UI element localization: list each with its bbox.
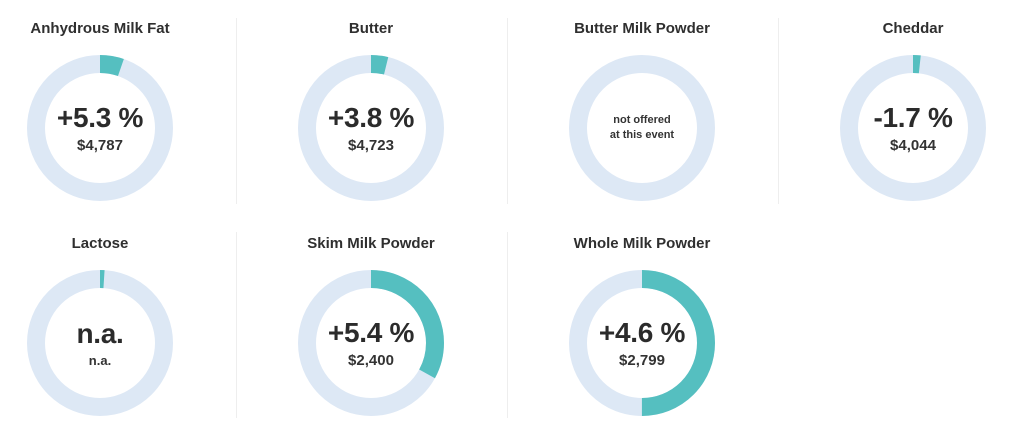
gauge-card-butter: Butter +3.8 % $4,723: [236, 0, 506, 215]
price-value: $4,787: [77, 136, 123, 154]
not-offered-line-2: at this event: [609, 129, 675, 141]
gauge-title: Cheddar: [882, 20, 944, 37]
column-divider: [507, 232, 508, 418]
donut-gauge: [24, 267, 176, 419]
price-value: $2,400: [348, 351, 394, 369]
change-percent: +4.6 %: [598, 316, 686, 348]
gauge-card-skim-milk-powder: Skim Milk Powder +5.4 % $2,400: [236, 215, 506, 430]
donut-gauge: [295, 52, 447, 204]
gauge-title: Butter: [348, 20, 394, 37]
gauge-card-lactose: Lactose n.a. n.a.: [0, 215, 235, 430]
change-percent: -1.7 %: [873, 101, 953, 133]
gauge-fill-arc: [27, 270, 173, 416]
gauge-fill-arc: [298, 270, 444, 416]
gauge-card-anhydrous-milk-fat: Anhydrous Milk Fat +5.3 % $4,787: [0, 0, 235, 215]
change-percent: +5.4 %: [327, 316, 415, 348]
gauge-center: +5.4 % $2,400: [295, 267, 447, 419]
gauge-fill-arc: [298, 55, 444, 201]
price-value: $4,723: [348, 136, 394, 154]
price-value: $2,799: [619, 351, 665, 369]
gauge-center: +3.8 % $4,723: [295, 52, 447, 204]
gauge-title: Whole Milk Powder: [573, 235, 711, 252]
gauge-title: Lactose: [71, 235, 129, 252]
donut-svg: [298, 270, 444, 416]
donut-gauge: [24, 52, 176, 204]
gauge-title: Butter Milk Powder: [574, 20, 710, 37]
donut-svg: [569, 55, 715, 201]
price-value: n.a.: [88, 352, 112, 368]
gauge-center: n.a. n.a.: [24, 267, 176, 419]
gauge-center: +4.6 % $2,799: [566, 267, 718, 419]
change-percent: +5.3 %: [56, 101, 144, 133]
column-divider: [778, 18, 779, 204]
price-value: $4,044: [890, 136, 936, 154]
gauge-center: -1.7 % $4,044: [837, 52, 989, 204]
donut-svg: [27, 55, 173, 201]
donut-svg: [27, 270, 173, 416]
change-percent: n.a.: [76, 317, 124, 349]
change-percent: +3.8 %: [327, 101, 415, 133]
gauge-card-cheddar: Cheddar -1.7 % $4,044: [778, 0, 1024, 215]
donut-svg: [840, 55, 986, 201]
gauge-title: Anhydrous Milk Fat: [30, 20, 170, 37]
column-divider: [236, 18, 237, 204]
column-divider: [507, 18, 508, 204]
gauge-card-whole-milk-powder: Whole Milk Powder +4.6 % $2,799: [507, 215, 777, 430]
gauge-fill-arc: [27, 55, 173, 201]
donut-gauge: [566, 267, 718, 419]
donut-gauge: [566, 52, 718, 204]
gauge-card-butter-milk-powder: Butter Milk Powder not offered at this e…: [507, 0, 777, 215]
gauge-center: +5.3 % $4,787: [24, 52, 176, 204]
donut-gauge: [837, 52, 989, 204]
gauge-fill-arc: [840, 55, 986, 201]
column-divider: [236, 232, 237, 418]
gauge-track: [569, 55, 715, 201]
donut-svg: [569, 270, 715, 416]
donut-svg: [298, 55, 444, 201]
not-offered-line-1: not offered: [613, 114, 671, 126]
gauge-fill-arc: [569, 270, 715, 416]
gauge-center: not offered at this event: [566, 52, 718, 204]
gauge-title: Skim Milk Powder: [307, 235, 435, 252]
donut-gauge: [295, 267, 447, 419]
